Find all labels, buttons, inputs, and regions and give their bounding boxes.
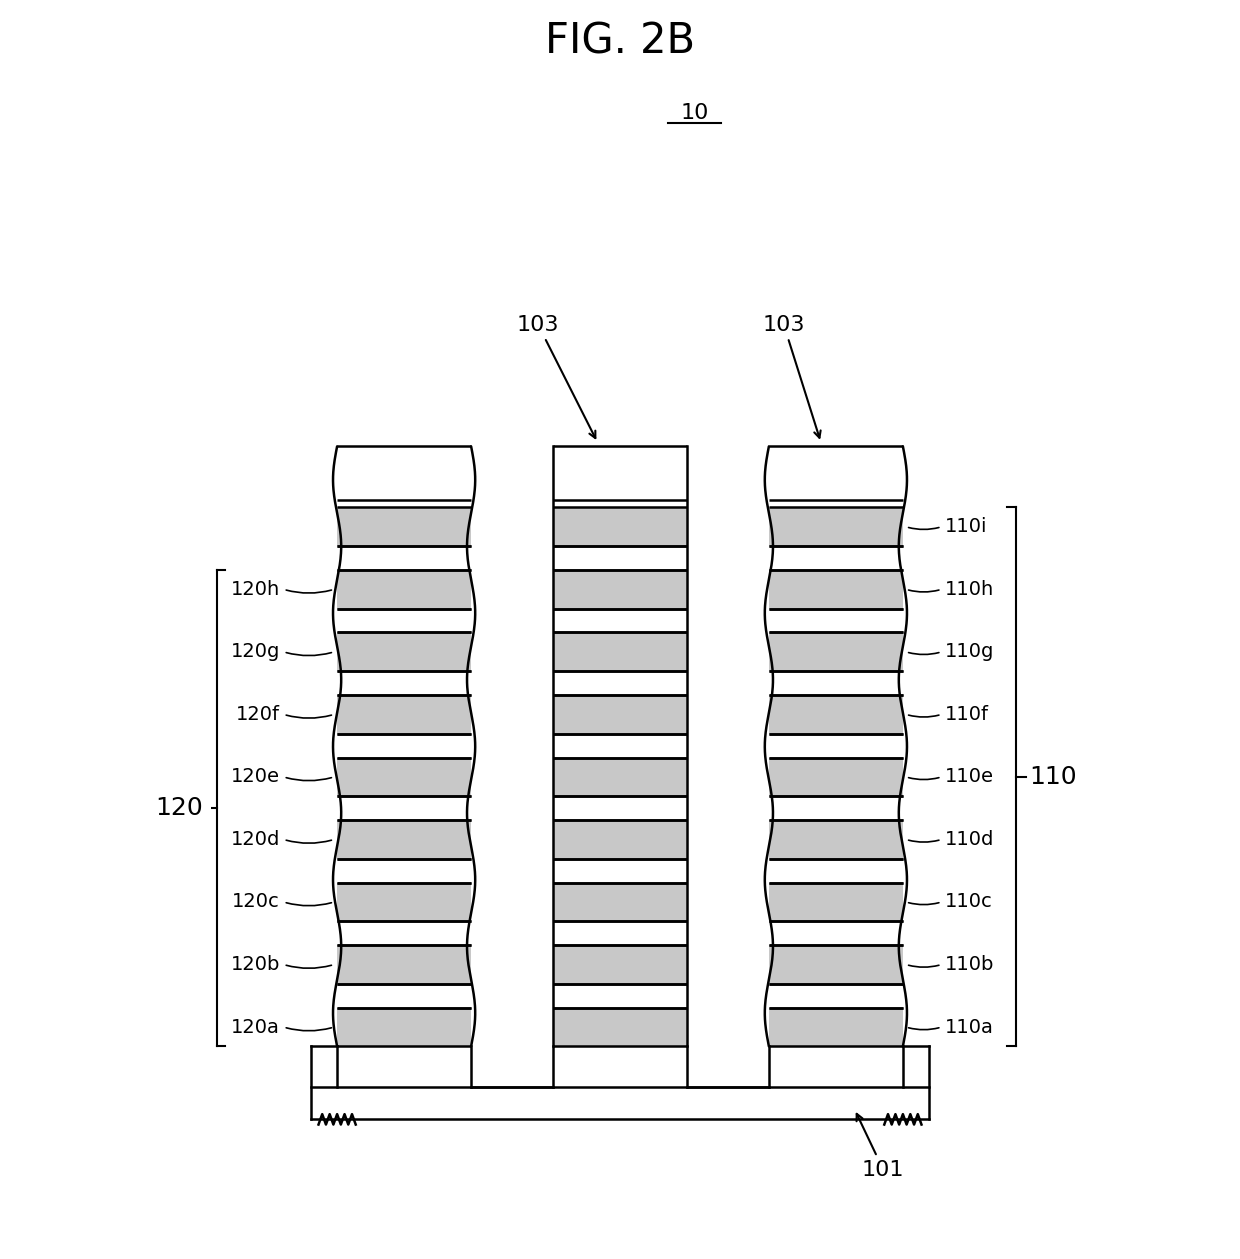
Bar bbox=[553, 859, 687, 883]
Bar bbox=[553, 922, 687, 946]
Bar bbox=[769, 859, 903, 883]
Bar bbox=[769, 922, 903, 946]
Text: 103: 103 bbox=[517, 315, 595, 438]
Bar bbox=[769, 546, 903, 570]
Text: 110g: 110g bbox=[945, 642, 994, 661]
Text: 120g: 120g bbox=[231, 642, 280, 661]
Bar bbox=[769, 820, 903, 859]
Text: 120a: 120a bbox=[231, 1017, 280, 1036]
Bar bbox=[553, 734, 687, 758]
Bar bbox=[553, 671, 687, 695]
Bar bbox=[337, 608, 471, 632]
Bar bbox=[337, 570, 471, 608]
Bar bbox=[553, 632, 687, 671]
Bar bbox=[337, 758, 471, 796]
Bar bbox=[337, 507, 471, 546]
Text: 110c: 110c bbox=[945, 893, 993, 912]
Text: 110e: 110e bbox=[945, 768, 994, 787]
Text: 120h: 120h bbox=[231, 580, 280, 599]
Bar bbox=[337, 859, 471, 883]
Bar bbox=[769, 983, 903, 1007]
Text: 120c: 120c bbox=[232, 893, 280, 912]
Text: 120: 120 bbox=[155, 796, 203, 820]
Bar bbox=[769, 507, 903, 546]
Bar bbox=[769, 608, 903, 632]
Bar bbox=[337, 796, 471, 820]
Bar bbox=[769, 447, 903, 500]
Bar bbox=[769, 796, 903, 820]
Text: 103: 103 bbox=[763, 315, 821, 438]
Text: 110i: 110i bbox=[945, 517, 988, 536]
Bar bbox=[553, 507, 687, 546]
Bar bbox=[769, 946, 903, 983]
Bar bbox=[769, 734, 903, 758]
Bar bbox=[337, 447, 471, 500]
Bar bbox=[769, 1007, 903, 1046]
Bar bbox=[553, 570, 687, 608]
Bar bbox=[337, 946, 471, 983]
Bar bbox=[553, 695, 687, 734]
Bar bbox=[553, 758, 687, 796]
Text: 120d: 120d bbox=[231, 830, 280, 849]
Bar bbox=[311, 1088, 929, 1118]
Bar bbox=[553, 946, 687, 983]
Text: 110a: 110a bbox=[945, 1017, 994, 1036]
Bar bbox=[769, 570, 903, 608]
Bar bbox=[769, 695, 903, 734]
Bar bbox=[471, 1046, 553, 1088]
Bar bbox=[553, 447, 687, 500]
Bar bbox=[769, 758, 903, 796]
Text: 110: 110 bbox=[1029, 765, 1078, 789]
Bar bbox=[337, 922, 471, 946]
Bar bbox=[687, 1046, 769, 1088]
Bar bbox=[337, 695, 471, 734]
Bar bbox=[337, 734, 471, 758]
Bar bbox=[769, 883, 903, 922]
Text: 120e: 120e bbox=[231, 768, 280, 787]
Text: 120b: 120b bbox=[231, 956, 280, 974]
Bar bbox=[553, 608, 687, 632]
Bar bbox=[337, 1007, 471, 1046]
Bar bbox=[337, 671, 471, 695]
Bar bbox=[769, 671, 903, 695]
Text: 120f: 120f bbox=[236, 705, 280, 724]
Bar bbox=[337, 820, 471, 859]
Text: 101: 101 bbox=[857, 1114, 904, 1180]
Text: 110h: 110h bbox=[945, 580, 994, 599]
Text: 10: 10 bbox=[681, 103, 708, 123]
Bar bbox=[337, 883, 471, 922]
Bar bbox=[337, 546, 471, 570]
Bar bbox=[337, 983, 471, 1007]
Bar bbox=[553, 546, 687, 570]
Bar bbox=[553, 1007, 687, 1046]
Text: 110f: 110f bbox=[945, 705, 990, 724]
Bar bbox=[553, 820, 687, 859]
Text: 110d: 110d bbox=[945, 830, 994, 849]
Text: FIG. 2B: FIG. 2B bbox=[544, 20, 696, 63]
Bar bbox=[553, 883, 687, 922]
Bar bbox=[553, 983, 687, 1007]
Bar bbox=[553, 796, 687, 820]
Bar bbox=[337, 632, 471, 671]
Text: 110b: 110b bbox=[945, 956, 994, 974]
Bar bbox=[769, 632, 903, 671]
